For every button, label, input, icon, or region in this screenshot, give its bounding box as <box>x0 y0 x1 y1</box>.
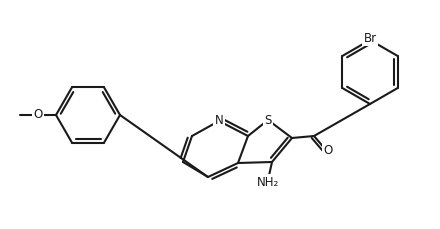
Text: O: O <box>33 109 43 122</box>
Text: Br: Br <box>363 32 377 44</box>
Text: O: O <box>323 144 333 156</box>
Text: S: S <box>264 114 271 126</box>
Text: O: O <box>33 109 43 122</box>
Text: N: N <box>215 114 224 128</box>
Text: NH₂: NH₂ <box>257 175 279 188</box>
